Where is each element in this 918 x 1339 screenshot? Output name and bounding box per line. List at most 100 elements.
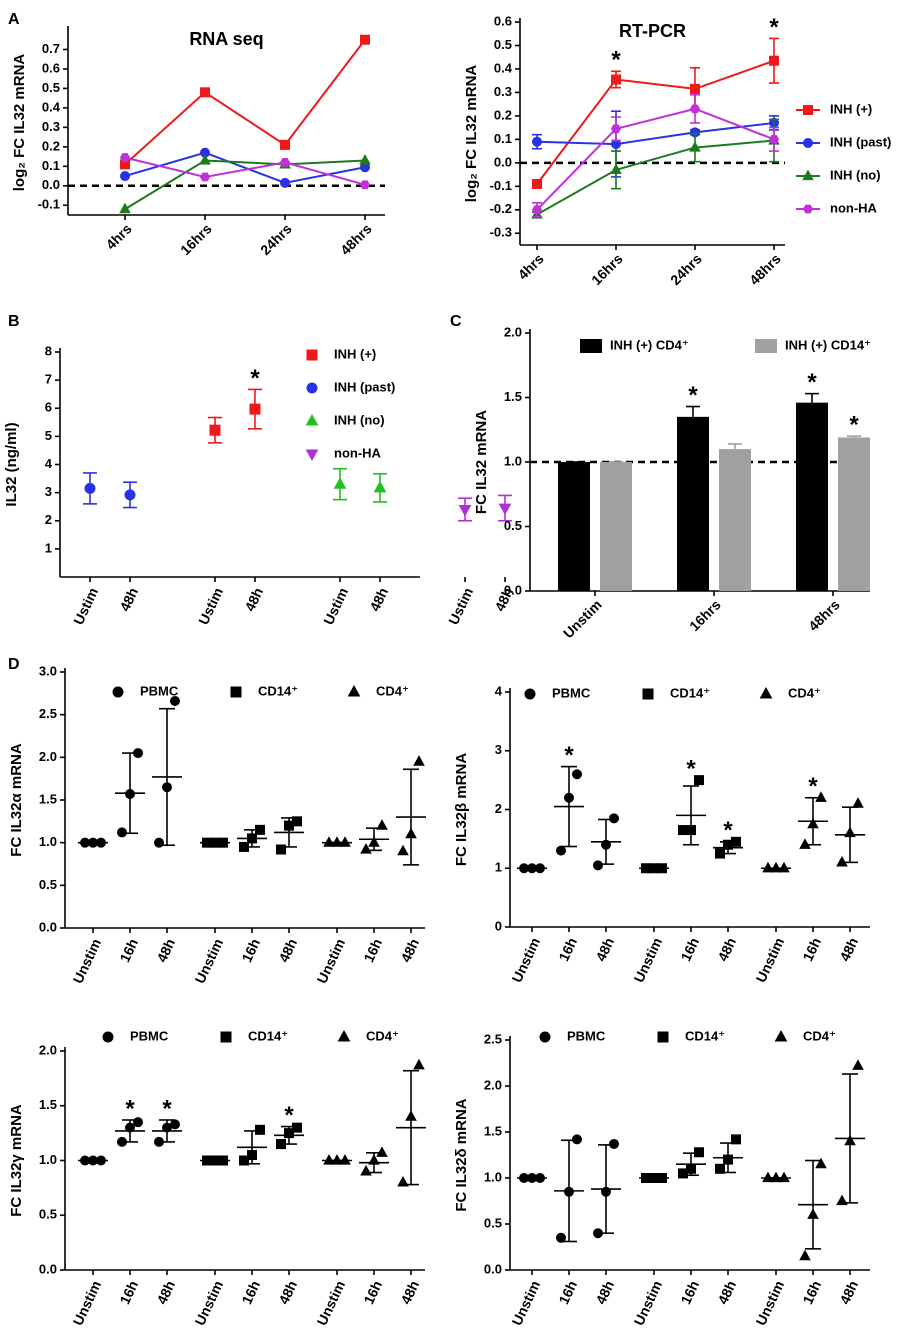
data-point <box>360 1165 372 1176</box>
x-tick-label: 48h <box>153 1278 178 1307</box>
data-point <box>170 696 180 707</box>
bar <box>719 449 751 591</box>
data-point <box>572 769 582 780</box>
x-tick-label: Ustim <box>195 585 226 627</box>
x-tick-label: 48hrs <box>746 250 784 288</box>
legend-marker <box>759 686 773 699</box>
data-point <box>815 791 827 802</box>
legend-label: CD14⁺ <box>248 1028 288 1043</box>
legend-label: INH (+) CD4⁺ <box>610 337 689 352</box>
y-tick-label: 1.0 <box>484 1169 502 1184</box>
y-tick-label: 8 <box>45 343 52 358</box>
data-point <box>657 863 667 874</box>
y-tick-label: 4 <box>495 683 503 698</box>
data-point <box>368 836 380 847</box>
data-point <box>373 480 387 493</box>
y-axis-label: IL32 (ng/ml) <box>3 422 20 506</box>
y-tick-label: 0.2 <box>42 138 60 153</box>
data-point <box>170 1119 180 1130</box>
bar <box>600 462 632 591</box>
y-tick-label: 0.0 <box>39 1261 57 1276</box>
y-tick-label: 1 <box>495 860 502 875</box>
x-tick-label: 48hrs <box>337 220 375 258</box>
data-point <box>609 813 619 824</box>
data-point <box>133 1117 143 1128</box>
data-point <box>218 837 228 848</box>
y-tick-label: 0.5 <box>42 80 60 95</box>
data-point <box>413 755 425 766</box>
data-point <box>125 789 135 800</box>
x-tick-label: 16h <box>238 936 263 965</box>
y-tick-label: 0.7 <box>42 41 60 56</box>
data-point <box>532 178 542 189</box>
legend-label: INH (no) <box>830 167 881 182</box>
x-tick-label: 48hrs <box>805 596 843 634</box>
legend-label: CD4⁺ <box>366 1028 399 1043</box>
data-point <box>611 74 621 85</box>
data-point <box>154 837 164 848</box>
x-tick-label: Ustim <box>445 585 476 627</box>
legend-marker <box>774 1029 788 1042</box>
y-tick-label: 1.5 <box>39 1097 57 1112</box>
x-tick-label: 48h <box>592 1278 617 1307</box>
x-tick-label: 4hrs <box>515 250 547 282</box>
x-tick-label: 16h <box>799 1278 824 1307</box>
data-point <box>532 136 542 147</box>
data-point <box>218 1155 228 1166</box>
x-tick-label: Unstim <box>509 935 544 985</box>
data-point <box>200 87 210 98</box>
data-point <box>209 424 221 436</box>
data-point <box>815 1157 827 1169</box>
data-point <box>376 1146 388 1157</box>
data-point <box>84 482 96 494</box>
x-tick-label: 16hrs <box>686 596 724 634</box>
y-tick-label: -0.2 <box>490 201 512 216</box>
legend-marker <box>802 169 814 181</box>
data-point <box>657 1173 667 1183</box>
y-tick-label: 0.0 <box>484 1261 502 1276</box>
x-tick-label: 24hrs <box>667 250 705 288</box>
x-tick-label: 16h <box>116 936 141 965</box>
data-point <box>690 83 700 94</box>
bar <box>838 437 870 591</box>
legend-marker <box>306 349 318 361</box>
data-point <box>120 171 130 182</box>
data-point <box>731 1134 741 1145</box>
x-tick-label: 48h <box>397 936 422 965</box>
data-point <box>572 1134 582 1145</box>
series-line <box>536 139 775 216</box>
significance-mark: * <box>250 365 260 392</box>
data-point <box>564 1186 574 1197</box>
legend-label: CD14⁺ <box>258 683 298 698</box>
data-point <box>807 817 819 829</box>
y-tick-label: 1 <box>45 540 52 555</box>
bar <box>677 416 709 591</box>
data-point <box>844 826 856 838</box>
y-tick-label: 0.4 <box>494 60 513 75</box>
y-tick-label: 0.5 <box>494 37 512 52</box>
y-tick-label: -0.3 <box>490 225 512 240</box>
y-tick-label: 1.5 <box>504 389 522 404</box>
data-point <box>413 1058 425 1070</box>
x-tick-label: 16h <box>555 1278 580 1307</box>
y-tick-label: 2.0 <box>39 749 57 764</box>
data-point <box>292 816 302 827</box>
data-point <box>689 104 701 114</box>
x-tick-label: 16h <box>555 935 580 964</box>
legend-marker <box>220 1031 232 1043</box>
data-point <box>715 1163 725 1174</box>
data-point <box>405 1110 417 1121</box>
significance-mark: * <box>849 412 859 439</box>
data-point <box>239 1155 249 1166</box>
data-point <box>280 177 290 188</box>
y-tick-label: 0.4 <box>42 99 61 114</box>
y-tick-label: 0.6 <box>42 60 60 75</box>
x-tick-label: 4hrs <box>103 220 135 252</box>
data-point <box>333 477 347 489</box>
legend-swatch <box>755 339 777 353</box>
data-point <box>376 819 388 830</box>
x-tick-label: Unstim <box>192 936 227 986</box>
data-point <box>323 1154 335 1165</box>
data-point <box>397 1175 409 1187</box>
data-point <box>199 172 211 182</box>
